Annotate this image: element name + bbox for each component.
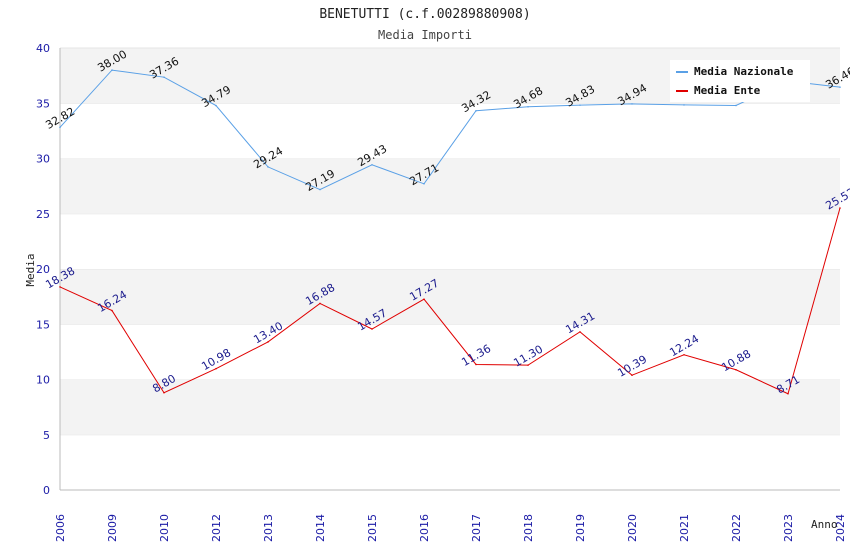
data-point xyxy=(319,302,321,305)
x-tick-label: 2016 xyxy=(418,514,431,542)
y-tick-label: 30 xyxy=(36,153,50,166)
data-point xyxy=(163,76,165,78)
data-point xyxy=(371,328,373,330)
chart-subtitle: Media Importi xyxy=(378,28,472,42)
x-tick-label: 2023 xyxy=(782,514,795,542)
y-tick-label: 20 xyxy=(36,263,50,276)
x-tick-label: 2021 xyxy=(678,514,691,542)
y-tick-label: 15 xyxy=(36,318,50,331)
x-tick-label: 2017 xyxy=(470,514,483,542)
x-axis-label: Anno xyxy=(811,518,838,531)
x-tick-label: 2014 xyxy=(314,514,327,542)
data-point xyxy=(631,374,633,376)
x-tick-label: 2006 xyxy=(54,514,67,542)
series-line-media-nazionale xyxy=(59,69,841,191)
grid-band xyxy=(60,213,840,269)
data-point xyxy=(111,69,113,71)
data-point xyxy=(423,183,425,185)
data-point xyxy=(59,126,61,129)
data-point xyxy=(527,364,529,366)
grid-band xyxy=(60,434,840,490)
x-tick-label: 2009 xyxy=(106,514,119,542)
x-tick-label: 2019 xyxy=(574,514,587,542)
data-point xyxy=(579,104,581,106)
data-point xyxy=(735,104,737,107)
y-tick-label: 40 xyxy=(36,42,50,55)
data-point xyxy=(267,341,269,343)
grid-band xyxy=(60,379,840,435)
data-point xyxy=(579,331,581,333)
grid-band xyxy=(60,158,840,214)
data-point xyxy=(267,166,269,168)
data-point xyxy=(683,104,685,106)
x-tick-label: 2024 xyxy=(834,514,847,542)
x-tick-label: 2010 xyxy=(158,514,171,542)
data-point xyxy=(163,391,165,394)
data-point xyxy=(215,104,217,107)
series-line-media-ente xyxy=(59,207,841,395)
legend-box xyxy=(670,60,810,102)
grid-band xyxy=(60,103,840,159)
data-point xyxy=(631,103,633,105)
data-point xyxy=(423,298,425,300)
data-point xyxy=(735,368,737,371)
data-point xyxy=(371,163,373,166)
data-point xyxy=(475,109,477,112)
grid-band xyxy=(60,324,840,380)
legend-label-media-ente: Media Ente xyxy=(694,84,761,97)
x-tick-labels: 2006 2009 2010 2012 2013 2014 2015 2016 2017 2018… xyxy=(54,514,847,542)
data-point xyxy=(839,86,841,88)
y-tick-label: 25 xyxy=(36,208,50,221)
legend-label-media-nazionale: Media Nazionale xyxy=(694,65,794,78)
x-tick-label: 2015 xyxy=(366,514,379,542)
x-tick-label: 2020 xyxy=(626,514,639,542)
x-tick-label: 2012 xyxy=(210,514,223,542)
grid-band xyxy=(60,269,840,325)
data-point xyxy=(787,392,789,395)
y-axis-label: Media xyxy=(24,253,37,286)
y-tick-labels: 0 5 10 15 20 25 30 35 40 xyxy=(36,42,50,497)
data-point xyxy=(475,363,477,366)
data-point xyxy=(59,286,61,288)
data-point xyxy=(527,105,529,108)
data-point xyxy=(319,188,321,191)
legend: Media Nazionale Media Ente xyxy=(670,60,810,102)
chart-title: BENETUTTI (c.f.00289880908) xyxy=(319,7,530,22)
series-layer xyxy=(59,69,841,395)
y-tick-label: 5 xyxy=(43,429,50,442)
data-point xyxy=(839,207,841,209)
y-tick-label: 0 xyxy=(43,484,50,497)
x-tick-label: 2013 xyxy=(262,514,275,542)
grid-bands xyxy=(60,47,840,490)
data-point xyxy=(111,309,113,312)
y-tick-label: 35 xyxy=(36,97,50,110)
x-tick-label: 2022 xyxy=(730,514,743,542)
y-tick-label: 10 xyxy=(36,374,50,387)
data-point xyxy=(215,367,217,370)
data-point xyxy=(683,353,685,356)
x-tick-label: 2018 xyxy=(522,514,535,542)
